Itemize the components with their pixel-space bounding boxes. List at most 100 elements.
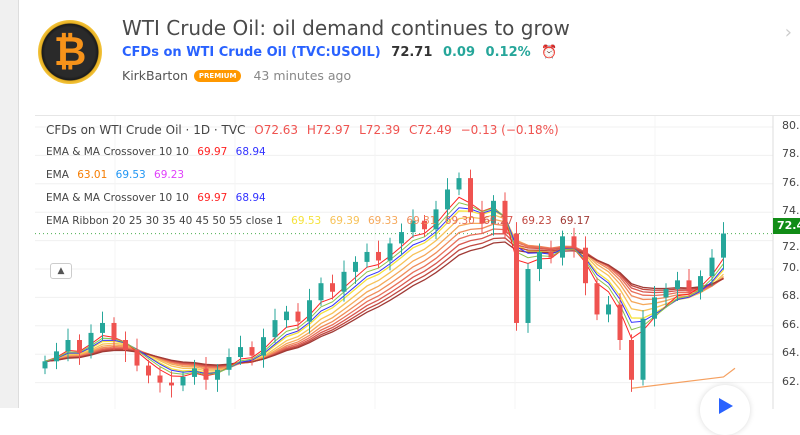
candle-body bbox=[456, 178, 462, 190]
candle-body bbox=[376, 251, 381, 261]
ind-value: 69.23 bbox=[521, 215, 552, 227]
candle-body bbox=[249, 347, 255, 356]
idea-title: WTI Crude Oil: oil demand continues to g… bbox=[122, 16, 570, 40]
last-price-tag: 72.4 bbox=[773, 218, 800, 234]
idea-card bbox=[19, 0, 800, 408]
candle-body bbox=[157, 375, 163, 383]
long-ema-line bbox=[631, 367, 736, 389]
timestamp: 43 minutes ago bbox=[253, 68, 352, 83]
legend-ind4[interactable]: EMA Ribbon 20 25 30 35 40 45 50 55 close… bbox=[46, 215, 595, 227]
candle-body bbox=[65, 340, 71, 352]
change-pct: 0.12% bbox=[485, 45, 531, 60]
legend-ind2[interactable]: EMA 63.01 69.53 69.23 bbox=[46, 169, 189, 181]
candle-body bbox=[606, 304, 611, 315]
candle-body bbox=[479, 212, 485, 224]
ema-ribbon-line bbox=[44, 210, 724, 374]
axis-tick-label: 72.00 bbox=[782, 239, 800, 253]
premium-badge: PREMIUM bbox=[193, 69, 242, 82]
ma-line bbox=[44, 207, 724, 375]
candle-body bbox=[721, 233, 726, 258]
candle-body bbox=[594, 283, 600, 315]
candle-body bbox=[307, 300, 312, 322]
change: 0.09 bbox=[442, 45, 476, 60]
candle-body bbox=[571, 236, 577, 248]
ind-value: 69.17 bbox=[560, 215, 591, 227]
bitcoin-logo[interactable]: ₿ bbox=[38, 20, 102, 84]
alarm-clock-plus-icon[interactable]: ⏰ bbox=[541, 45, 558, 60]
author[interactable]: KirkBarton bbox=[122, 68, 188, 83]
candle-body bbox=[491, 200, 496, 224]
candle-body bbox=[537, 251, 542, 269]
axis-tick-label: 74.00 bbox=[782, 204, 800, 218]
candle-body bbox=[514, 233, 519, 323]
candle-body bbox=[123, 340, 128, 350]
legend-low: L72.39 bbox=[359, 123, 401, 137]
ind-value: 69.27 bbox=[483, 215, 514, 227]
ema-line bbox=[44, 202, 724, 376]
legend-close: C72.49 bbox=[409, 123, 452, 137]
legend-high: H72.97 bbox=[306, 123, 351, 137]
candle-body bbox=[284, 311, 289, 321]
candle-body bbox=[709, 257, 715, 277]
axis-tick-label: 76.00 bbox=[782, 175, 800, 189]
candle-body bbox=[169, 382, 174, 386]
candle-body bbox=[318, 283, 324, 301]
candle-body bbox=[295, 311, 301, 322]
ind-name: EMA Ribbon 20 25 30 35 40 45 50 55 close… bbox=[46, 215, 283, 227]
ema-ribbon-line bbox=[44, 228, 724, 368]
axis-tick-label: 66.00 bbox=[782, 317, 800, 331]
candle-body bbox=[433, 209, 439, 230]
candle-body bbox=[100, 322, 105, 333]
axis-tick-label: 62.00 bbox=[782, 374, 800, 388]
candle-body bbox=[652, 297, 657, 319]
candle-body bbox=[42, 361, 48, 369]
chart-svg bbox=[35, 116, 774, 409]
axis-tick-label: 70.00 bbox=[782, 261, 800, 274]
legend-open: O72.63 bbox=[254, 123, 299, 137]
ind-value: 69.53 bbox=[291, 215, 322, 227]
symbol-row: CFDs on WTI Crude Oil (TVC:USOIL) 72.71 … bbox=[122, 45, 563, 60]
candle-body bbox=[215, 369, 220, 380]
legend-ind1[interactable]: EMA & MA Crossover 10 10 69.97 68.94 bbox=[46, 146, 271, 158]
ind-value: 69.31 bbox=[406, 215, 437, 227]
ind-value: 69.39 bbox=[329, 215, 360, 227]
candle-body bbox=[583, 247, 588, 284]
candle-body bbox=[88, 332, 94, 353]
symbol-link[interactable]: CFDs on WTI Crude Oil (TVC:USOIL) bbox=[122, 45, 381, 60]
candle-body bbox=[640, 318, 646, 380]
candle-body bbox=[226, 357, 232, 370]
ind-value: 69.97 bbox=[197, 192, 228, 204]
candle-body bbox=[663, 288, 669, 298]
ind-value: 68.94 bbox=[235, 192, 266, 204]
ind-name: EMA & MA Crossover 10 10 bbox=[46, 192, 189, 204]
candle-body bbox=[629, 340, 634, 380]
legend-main: CFDs on WTI Crude Oil · 1D · TVC O72.63 … bbox=[46, 123, 564, 137]
play-button[interactable] bbox=[700, 385, 750, 435]
price: 72.71 bbox=[391, 45, 433, 60]
ind-value: 69.33 bbox=[367, 215, 399, 227]
left-sidebar bbox=[0, 0, 19, 408]
legend-ind3[interactable]: EMA & MA Crossover 10 10 69.97 68.94 bbox=[46, 192, 271, 204]
chevron-right-icon[interactable]: › bbox=[784, 22, 792, 43]
candle-body bbox=[192, 368, 197, 377]
candle-body bbox=[387, 243, 393, 261]
candle-body bbox=[410, 220, 416, 233]
axis-tick-label: 68.00 bbox=[782, 289, 800, 303]
author-row: KirkBarton PREMIUM 43 minutes ago bbox=[122, 68, 351, 83]
candle-body bbox=[617, 304, 623, 340]
candle-body bbox=[525, 269, 531, 323]
candle-body bbox=[180, 376, 186, 386]
collapse-legend-button[interactable]: ▲ bbox=[50, 263, 72, 279]
candle-body bbox=[445, 189, 450, 210]
chart-area[interactable] bbox=[35, 115, 800, 409]
axis-tick-label: 64.00 bbox=[782, 346, 800, 360]
axis-tick-label: 80.00 bbox=[782, 119, 800, 132]
candle-body bbox=[272, 320, 278, 338]
candle-body bbox=[341, 271, 347, 292]
legend-change: −0.13 (−0.18%) bbox=[460, 123, 559, 137]
legend-symbol: CFDs on WTI Crude Oil · 1D · TVC bbox=[46, 123, 246, 137]
candle-body bbox=[77, 340, 82, 353]
ind-value: 69.53 bbox=[115, 169, 146, 181]
ind-value: 68.94 bbox=[235, 146, 266, 158]
ind-value: 69.23 bbox=[154, 169, 185, 181]
